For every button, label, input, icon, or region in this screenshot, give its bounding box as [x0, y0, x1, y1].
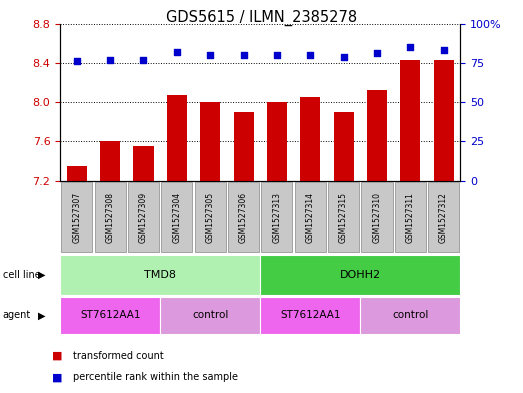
- Bar: [434, 60, 453, 181]
- Bar: [100, 141, 120, 181]
- Point: [139, 57, 147, 63]
- Point: [339, 53, 348, 60]
- Text: control: control: [392, 310, 428, 320]
- Text: GSM1527315: GSM1527315: [339, 192, 348, 242]
- Text: percentile rank within the sample: percentile rank within the sample: [73, 372, 238, 382]
- Text: cell line: cell line: [3, 270, 40, 280]
- Point: [373, 50, 381, 57]
- Text: control: control: [192, 310, 229, 320]
- Point: [406, 44, 414, 50]
- Bar: [167, 95, 187, 181]
- Bar: [300, 97, 320, 181]
- Text: GSM1527306: GSM1527306: [239, 191, 248, 243]
- Bar: [267, 102, 287, 181]
- Point: [240, 52, 248, 58]
- Text: GSM1527309: GSM1527309: [139, 191, 148, 243]
- Text: ▶: ▶: [38, 310, 46, 320]
- Text: GSM1527314: GSM1527314: [306, 192, 315, 242]
- Text: GSM1527304: GSM1527304: [173, 191, 181, 243]
- Text: ▶: ▶: [38, 270, 46, 280]
- Point: [173, 49, 181, 55]
- Bar: [233, 112, 254, 181]
- Text: GSM1527305: GSM1527305: [206, 191, 214, 243]
- Text: DOHH2: DOHH2: [339, 270, 381, 280]
- Text: GDS5615 / ILMN_2385278: GDS5615 / ILMN_2385278: [166, 10, 357, 26]
- Bar: [400, 60, 420, 181]
- Bar: [67, 166, 87, 181]
- Text: agent: agent: [3, 310, 31, 320]
- Bar: [133, 147, 154, 181]
- Text: ■: ■: [52, 372, 63, 382]
- Point: [439, 47, 448, 53]
- Bar: [200, 102, 220, 181]
- Text: TMD8: TMD8: [144, 270, 176, 280]
- Bar: [367, 90, 387, 181]
- Text: GSM1527307: GSM1527307: [72, 191, 81, 243]
- Point: [306, 52, 314, 58]
- Text: GSM1527312: GSM1527312: [439, 192, 448, 242]
- Text: ■: ■: [52, 351, 63, 361]
- Text: transformed count: transformed count: [73, 351, 164, 361]
- Text: ST7612AA1: ST7612AA1: [80, 310, 140, 320]
- Bar: [334, 112, 354, 181]
- Point: [272, 52, 281, 58]
- Text: ST7612AA1: ST7612AA1: [280, 310, 340, 320]
- Point: [206, 52, 214, 58]
- Text: GSM1527308: GSM1527308: [106, 192, 115, 242]
- Text: GSM1527310: GSM1527310: [372, 192, 381, 242]
- Text: GSM1527313: GSM1527313: [272, 192, 281, 242]
- Point: [106, 57, 115, 63]
- Point: [73, 58, 81, 64]
- Text: GSM1527311: GSM1527311: [406, 192, 415, 242]
